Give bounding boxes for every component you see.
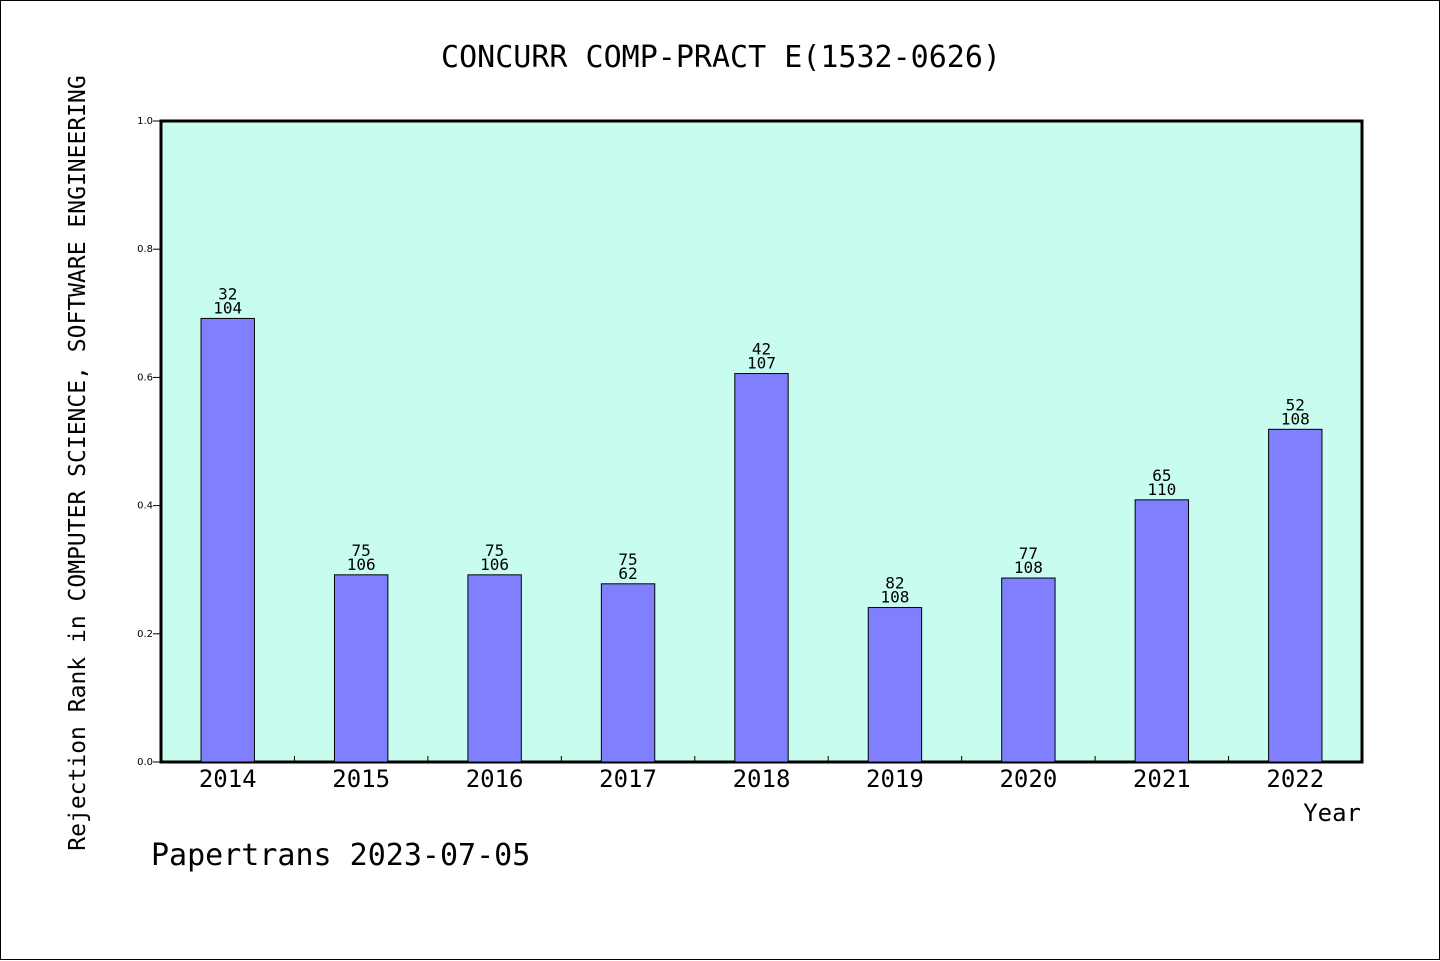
x-tick-label: 2021 — [1133, 765, 1191, 793]
bar-total-label: 108 — [1281, 409, 1310, 428]
bar-total-label: 106 — [480, 555, 509, 574]
x-tick-label: 2017 — [599, 765, 657, 793]
bar-total-label: 108 — [880, 588, 909, 607]
chart-title: CONCURR COMP-PRACT E(1532-0626) — [441, 40, 1001, 75]
bar-2021 — [1134, 499, 1190, 763]
bar-total-label: 106 — [347, 555, 376, 574]
x-tick-label: 2014 — [199, 765, 257, 793]
x-tick-label: 2020 — [999, 765, 1057, 793]
x-tick-label: 2022 — [1266, 765, 1324, 793]
x-tick-label: 2016 — [466, 765, 524, 793]
bar-rank-label: 52 — [1286, 395, 1305, 414]
y-tick-label: 0.0 — [137, 757, 153, 768]
y-tick-label: 0.4 — [137, 501, 153, 512]
y-tick-label: 0.6 — [137, 372, 153, 383]
bar-2015 — [333, 574, 389, 763]
x-axis-label: Year — [1303, 799, 1361, 827]
bar-2022 — [1268, 428, 1323, 763]
y-tick-label: 0.8 — [137, 244, 153, 255]
bar-rank-label: 32 — [218, 284, 237, 303]
bar-total-label: 107 — [747, 354, 776, 373]
bar-total-label: 108 — [1014, 558, 1043, 577]
bar-rank-label: 42 — [752, 340, 771, 359]
bar-total-label: 104 — [213, 298, 242, 317]
bar-rank-label: 77 — [1019, 544, 1038, 563]
bar-2018 — [734, 373, 789, 763]
y-tick-label: 1.0 — [137, 116, 153, 127]
bar-2020 — [1001, 577, 1056, 763]
x-tick-label: 2015 — [332, 765, 390, 793]
y-axis-label: Rejection Rank in COMPUTER SCIENCE, SOFT… — [65, 75, 91, 850]
bar-2019 — [867, 607, 923, 763]
bar-2017 — [600, 583, 656, 763]
y-axis-ticks: 0.0 0.2 0.4 0.6 0.8 1.0 — [137, 116, 161, 768]
x-axis-ticks: 2014 2015 2016 2017 2018 2019 2020 2021 2022 — [199, 756, 1324, 793]
bar-total-label: 62 — [618, 564, 637, 583]
x-tick-label: 2018 — [733, 765, 791, 793]
bar-rank-label: 75 — [485, 541, 504, 560]
x-tick-label: 2019 — [866, 765, 924, 793]
y-tick-label: 0.2 — [137, 629, 153, 640]
bar-rank-label: 75 — [618, 550, 637, 569]
bar-2016 — [467, 574, 522, 763]
bar-2014 — [200, 317, 255, 763]
footer-text: Papertrans 2023-07-05 — [151, 838, 530, 873]
bar-rank-label: 75 — [352, 541, 371, 560]
bar-rank-label: 82 — [885, 574, 904, 593]
bar-total-label: 110 — [1147, 480, 1176, 499]
bar-rank-label: 65 — [1152, 466, 1171, 485]
